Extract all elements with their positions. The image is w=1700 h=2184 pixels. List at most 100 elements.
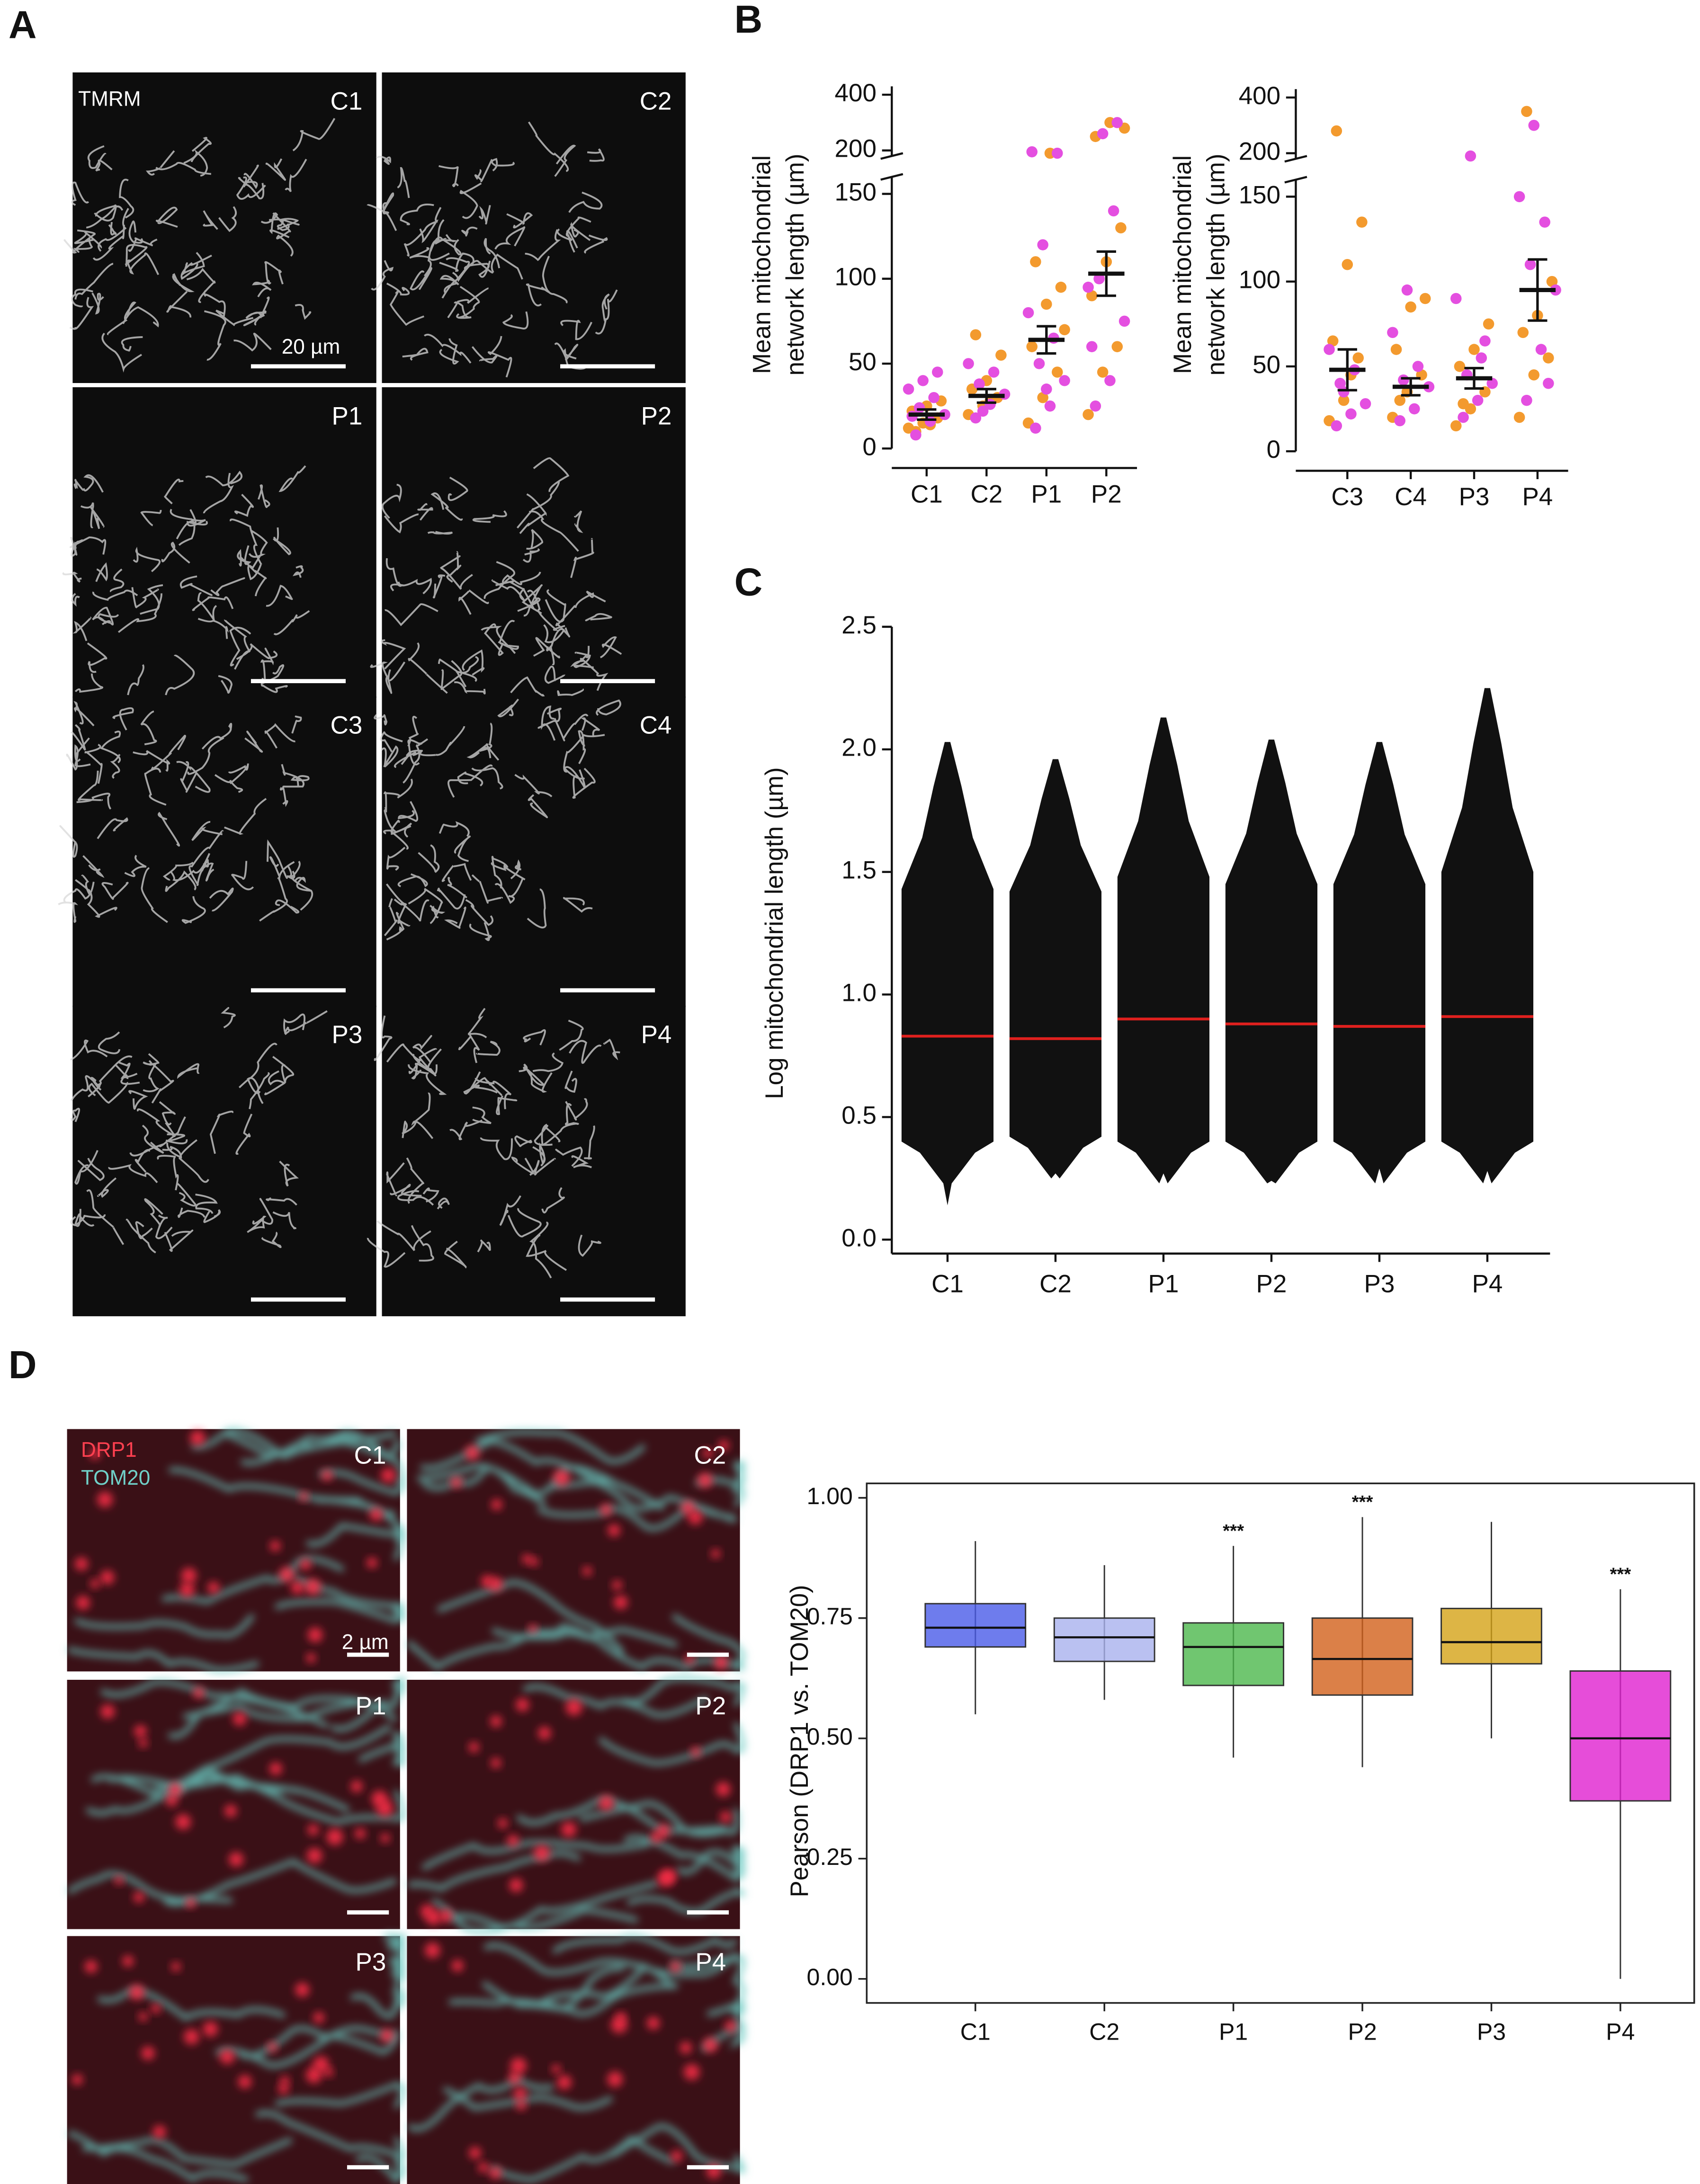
dot (1543, 352, 1554, 364)
dot (974, 378, 985, 390)
dot (1331, 420, 1342, 432)
drp1-texture (166, 1794, 178, 1807)
drp1-texture (133, 1891, 144, 1903)
drp1-texture (516, 2100, 527, 2111)
dot (1334, 378, 1346, 389)
dot (1465, 150, 1476, 162)
drp1-texture (468, 1742, 479, 1753)
dot (1086, 341, 1098, 352)
drp1-texture (557, 2075, 572, 2090)
stain-label: TOM20 (81, 1466, 150, 1489)
drp1-texture (488, 1577, 503, 1591)
dot (1352, 352, 1364, 364)
drp1-texture (371, 1791, 388, 1807)
dot (1033, 358, 1045, 369)
mitochondria-texture (58, 701, 313, 924)
significance: *** (1352, 1492, 1373, 1512)
dot (1037, 239, 1048, 250)
x-tick-label: P4 (1472, 1270, 1503, 1298)
tom20-texture (67, 1677, 405, 1906)
drp1-texture (718, 1440, 729, 1451)
dot (1083, 409, 1094, 420)
drp1-texture (599, 1795, 614, 1810)
dot (1483, 318, 1494, 330)
x-tick-label: P1 (1219, 2018, 1248, 2045)
dot (1521, 394, 1532, 406)
drp1-texture (268, 2042, 277, 2052)
dot (995, 349, 1007, 361)
error-bar (917, 408, 937, 421)
dot (1097, 366, 1109, 378)
box (1311, 1617, 1414, 1696)
y-tick-label: 0.00 (807, 1964, 853, 1990)
y-tick-label: 50 (849, 348, 877, 376)
y-tick-label: 0 (862, 433, 876, 461)
drp1-texture (522, 1554, 532, 1564)
dot (1338, 394, 1350, 406)
dot (1342, 259, 1353, 270)
x-tick-label: P3 (1364, 1270, 1395, 1298)
image-label: P3 (356, 1948, 386, 1976)
drp1-texture (181, 1568, 197, 1584)
dot (1026, 146, 1038, 158)
drp1-texture (651, 1832, 662, 1843)
y-axis-label: Mean mitochondrial (748, 155, 776, 374)
drp1-texture (600, 1504, 612, 1516)
significance: *** (1610, 1564, 1631, 1584)
dot (931, 366, 943, 378)
mitochondria-texture (370, 457, 622, 697)
drp1-texture (350, 1780, 363, 1792)
axis-break (880, 152, 904, 181)
dot (1394, 394, 1405, 406)
dot (1097, 128, 1109, 140)
drp1-texture (179, 1582, 195, 1597)
y-tick-label: 150 (1239, 181, 1280, 209)
drp1-texture (295, 1982, 310, 1997)
distribution (1441, 688, 1534, 1184)
box (1182, 1622, 1285, 1686)
mitochondria-texture (374, 698, 621, 941)
dot (903, 383, 914, 395)
drp1-texture (138, 2012, 148, 2022)
drp1-texture (100, 1570, 115, 1585)
axis-break (1284, 155, 1307, 184)
drp1-texture (72, 2074, 83, 2086)
drp1-texture (299, 1492, 309, 1501)
image-label: P1 (356, 1692, 386, 1720)
box (1569, 1670, 1672, 1802)
drp1-texture (380, 1833, 390, 1843)
stain-label: TMRM (78, 87, 141, 110)
dot (1327, 335, 1339, 347)
drp1-texture (657, 1870, 674, 1887)
drp1-texture (219, 2049, 235, 2064)
drp1-texture (714, 1655, 728, 1670)
y-tick-label: 200 (835, 135, 877, 163)
image-label: C2 (694, 1441, 726, 1469)
drp1-texture (89, 1448, 100, 1460)
drp1-texture (683, 2064, 700, 2080)
distribution (1225, 740, 1318, 1184)
drp1-texture (534, 1845, 550, 1862)
x-tick-label: C1 (911, 480, 943, 508)
dot (1405, 301, 1416, 313)
x-tick-label: C4 (1395, 483, 1427, 511)
drp1-texture (138, 1738, 148, 1748)
x-tick-label: P4 (1606, 2018, 1635, 2045)
tom20-texture (407, 1934, 745, 2183)
drp1-texture (76, 1596, 90, 1610)
drp1-texture (313, 2056, 329, 2072)
dot (1409, 403, 1420, 415)
dot (1059, 324, 1070, 336)
panel-label: C (734, 560, 762, 604)
dot (1059, 375, 1070, 386)
y-axis-label: Log mitochondrial length (µm) (761, 767, 788, 1099)
distribution (1009, 759, 1102, 1179)
drp1-texture (122, 1955, 134, 1967)
drp1-texture (229, 1852, 244, 1867)
drp1-texture (367, 1557, 377, 1569)
dot (1539, 216, 1550, 228)
y-tick-label: 100 (1239, 266, 1280, 294)
drp1-texture (646, 2016, 660, 2030)
y-tick-label: 1.00 (807, 1483, 853, 1509)
